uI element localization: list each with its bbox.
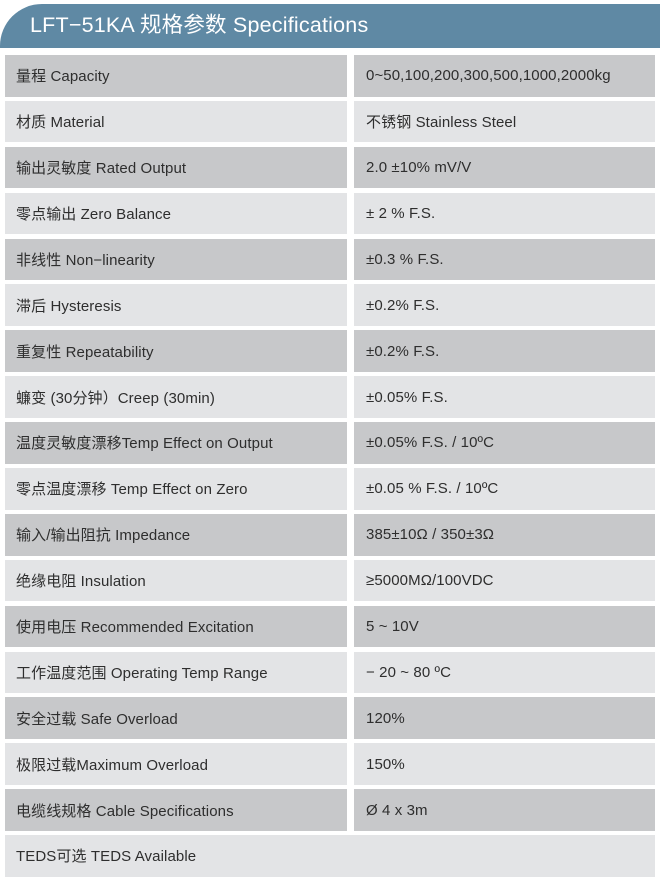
table-row: 输出灵敏度 Rated Output 2.0 ±10% mV/V: [5, 146, 655, 189]
spec-label-cell: 使用电压 Recommended Excitation: [5, 605, 347, 648]
column-divider: [347, 376, 354, 418]
spec-value-cell: ±0.2% F.S.: [354, 284, 655, 327]
table-row: 蠊变 (30分钟）Creep (30min) ±0.05% F.S.: [5, 376, 655, 418]
spec-value-cell: − 20 ~ 80 ºC: [354, 651, 655, 694]
spec-value-cell: ±0.05% F.S. / 10ºC: [354, 422, 655, 464]
column-divider: [347, 100, 354, 143]
spec-value-cell: ±0.2% F.S.: [354, 330, 655, 372]
spec-value-cell: 2.0 ±10% mV/V: [354, 146, 655, 189]
spec-value-cell: ±0.05% F.S.: [354, 376, 655, 418]
column-divider: [347, 789, 354, 831]
table-row: 安全过载 Safe Overload 120%: [5, 697, 655, 740]
table-row: 使用电压 Recommended Excitation 5 ~ 10V: [5, 605, 655, 648]
table-row: 电缆线规格 Cable Specifications Ø 4 x 3m: [5, 789, 655, 831]
spec-value-cell: ±0.05 % F.S. / 10ºC: [354, 468, 655, 510]
spec-label-cell: 工作温度范围 Operating Temp Range: [5, 651, 347, 694]
spec-value-cell: 385±10Ω / 350±3Ω: [354, 513, 655, 556]
spec-value-cell: Ø 4 x 3m: [354, 789, 655, 831]
table-row: 滞后 Hysteresis ±0.2% F.S.: [5, 284, 655, 327]
column-divider: [347, 513, 354, 556]
spec-label-cell: 零点输出 Zero Balance: [5, 192, 347, 235]
spec-value-cell: ± 2 % F.S.: [354, 192, 655, 235]
table-row: 零点温度漂移 Temp Effect on Zero ±0.05 % F.S. /…: [5, 468, 655, 510]
spec-value-cell: 不锈钢 Stainless Steel: [354, 100, 655, 143]
column-divider: [347, 330, 354, 372]
table-row: 材质 Material 不锈钢 Stainless Steel: [5, 100, 655, 143]
spec-label-cell: 绝缘电阻 Insulation: [5, 559, 347, 602]
column-divider: [347, 55, 354, 97]
spec-label-cell: 极限过载Maximum Overload: [5, 743, 347, 785]
spec-label-cell: 安全过载 Safe Overload: [5, 697, 347, 740]
spec-value-cell: ±0.3 % F.S.: [354, 238, 655, 281]
table-row: 温度灵敏度漂移Temp Effect on Output ±0.05% F.S. …: [5, 422, 655, 464]
page-title: LFT−51KA 规格参数 Specifications: [30, 13, 369, 38]
sheet-header: LFT−51KA 规格参数 Specifications: [0, 4, 660, 48]
spec-label-cell: 输出灵敏度 Rated Output: [5, 146, 347, 189]
specifications-table: 量程 Capacity 0~50,100,200,300,500,1000,200…: [5, 55, 655, 881]
spec-value-cell: 5 ~ 10V: [354, 605, 655, 648]
table-row: 重复性 Repeatability ±0.2% F.S.: [5, 330, 655, 372]
table-row: 零点输出 Zero Balance ± 2 % F.S.: [5, 192, 655, 235]
spec-label-cell: 重复性 Repeatability: [5, 330, 347, 372]
spec-label-cell: 零点温度漂移 Temp Effect on Zero: [5, 468, 347, 510]
table-row: TEDS可选 TEDS Available: [5, 835, 655, 877]
spec-label-cell: 蠊变 (30分钟）Creep (30min): [5, 376, 347, 418]
table-row: 输入/输出阻抗 Impedance 385±10Ω / 350±3Ω: [5, 513, 655, 556]
column-divider: [347, 743, 354, 785]
column-divider: [347, 146, 354, 189]
spec-label-cell: 输入/输出阻抗 Impedance: [5, 513, 347, 556]
spec-value-cell: 150%: [354, 743, 655, 785]
spec-value-cell: 0~50,100,200,300,500,1000,2000kg: [354, 55, 655, 97]
table-row: 非线性 Non−linearity ±0.3 % F.S.: [5, 238, 655, 281]
spec-label-cell: 量程 Capacity: [5, 55, 347, 97]
spec-label-cell: 电缆线规格 Cable Specifications: [5, 789, 347, 831]
spec-label-cell: TEDS可选 TEDS Available: [5, 835, 655, 877]
spec-label-cell: 材质 Material: [5, 100, 347, 143]
column-divider: [347, 192, 354, 235]
column-divider: [347, 605, 354, 648]
spec-value-cell: 120%: [354, 697, 655, 740]
spec-label-cell: 非线性 Non−linearity: [5, 238, 347, 281]
column-divider: [347, 651, 354, 694]
table-row: 量程 Capacity 0~50,100,200,300,500,1000,200…: [5, 55, 655, 97]
column-divider: [347, 559, 354, 602]
column-divider: [347, 422, 354, 464]
table-row: 极限过载Maximum Overload 150%: [5, 743, 655, 785]
column-divider: [347, 697, 354, 740]
column-divider: [347, 468, 354, 510]
spec-value-cell: ≥5000MΩ/100VDC: [354, 559, 655, 602]
table-row: 工作温度范围 Operating Temp Range − 20 ~ 80 ºC: [5, 651, 655, 694]
spec-label-cell: 温度灵敏度漂移Temp Effect on Output: [5, 422, 347, 464]
spec-label-cell: 滞后 Hysteresis: [5, 284, 347, 327]
column-divider: [347, 284, 354, 327]
column-divider: [347, 238, 354, 281]
table-row: 绝缘电阻 Insulation ≥5000MΩ/100VDC: [5, 559, 655, 602]
